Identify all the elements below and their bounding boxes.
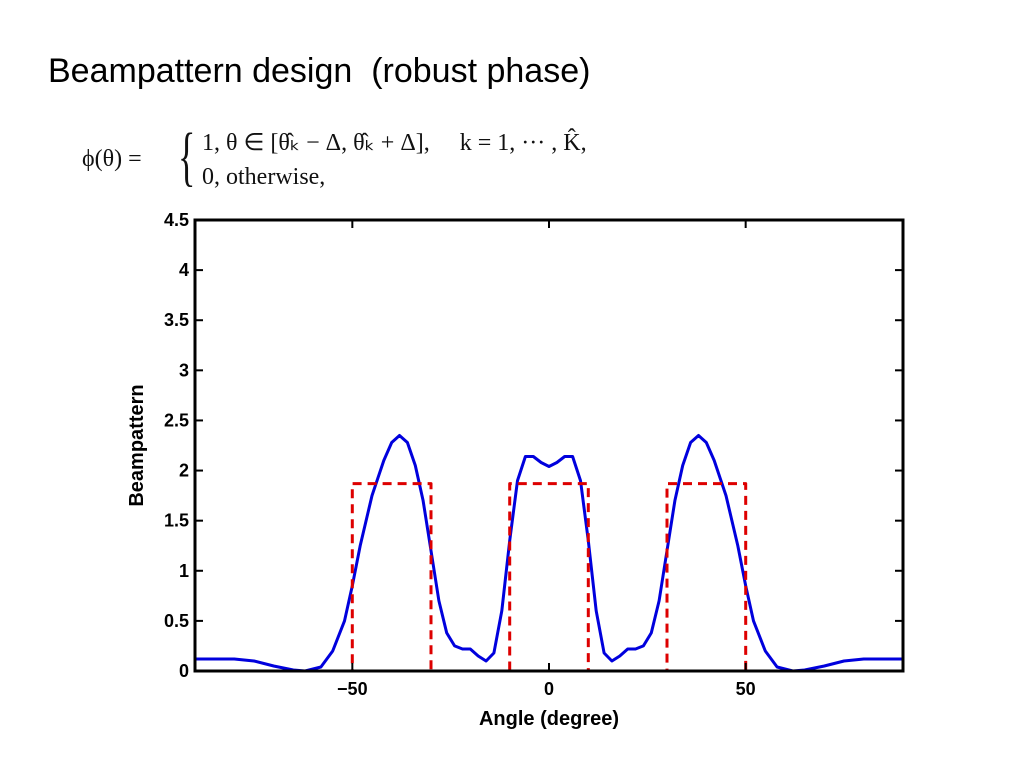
y-tick-label: 1	[179, 561, 189, 581]
x-tick-label: 0	[544, 679, 554, 699]
equation-lhs: ϕ(θ) =	[82, 146, 142, 172]
beampattern-solid-line	[195, 434, 903, 673]
equation-case-2: 0, otherwise,	[202, 164, 326, 190]
slide-title: Beampattern design (robust phase)	[48, 52, 591, 90]
y-tick-label: 1.5	[164, 511, 189, 531]
y-tick-label: 0.5	[164, 611, 189, 631]
y-axis-label: Beampattern	[126, 384, 148, 506]
equation-case-1: 1, θ ∈ [θ̂ₖ − Δ, θ̂ₖ + Δ], k = 1, ··· , …	[202, 130, 587, 156]
y-tick-label: 3.5	[164, 310, 189, 330]
equation-brace: {	[178, 120, 196, 193]
plot-frame	[193, 218, 905, 673]
y-tick-label: 4.5	[164, 210, 189, 230]
desired-pattern-dashed-line	[195, 482, 903, 673]
y-tick-label: 3	[179, 360, 189, 380]
x-axis-label: Angle (degree)	[479, 708, 619, 730]
y-tick-label: 4	[179, 260, 189, 280]
y-tick-label: 2	[179, 461, 189, 481]
y-tick-label: 2.5	[164, 410, 189, 430]
x-tick-label: −50	[337, 679, 368, 699]
y-tick-label: 0	[179, 661, 189, 681]
x-tick-label: 50	[736, 679, 756, 699]
